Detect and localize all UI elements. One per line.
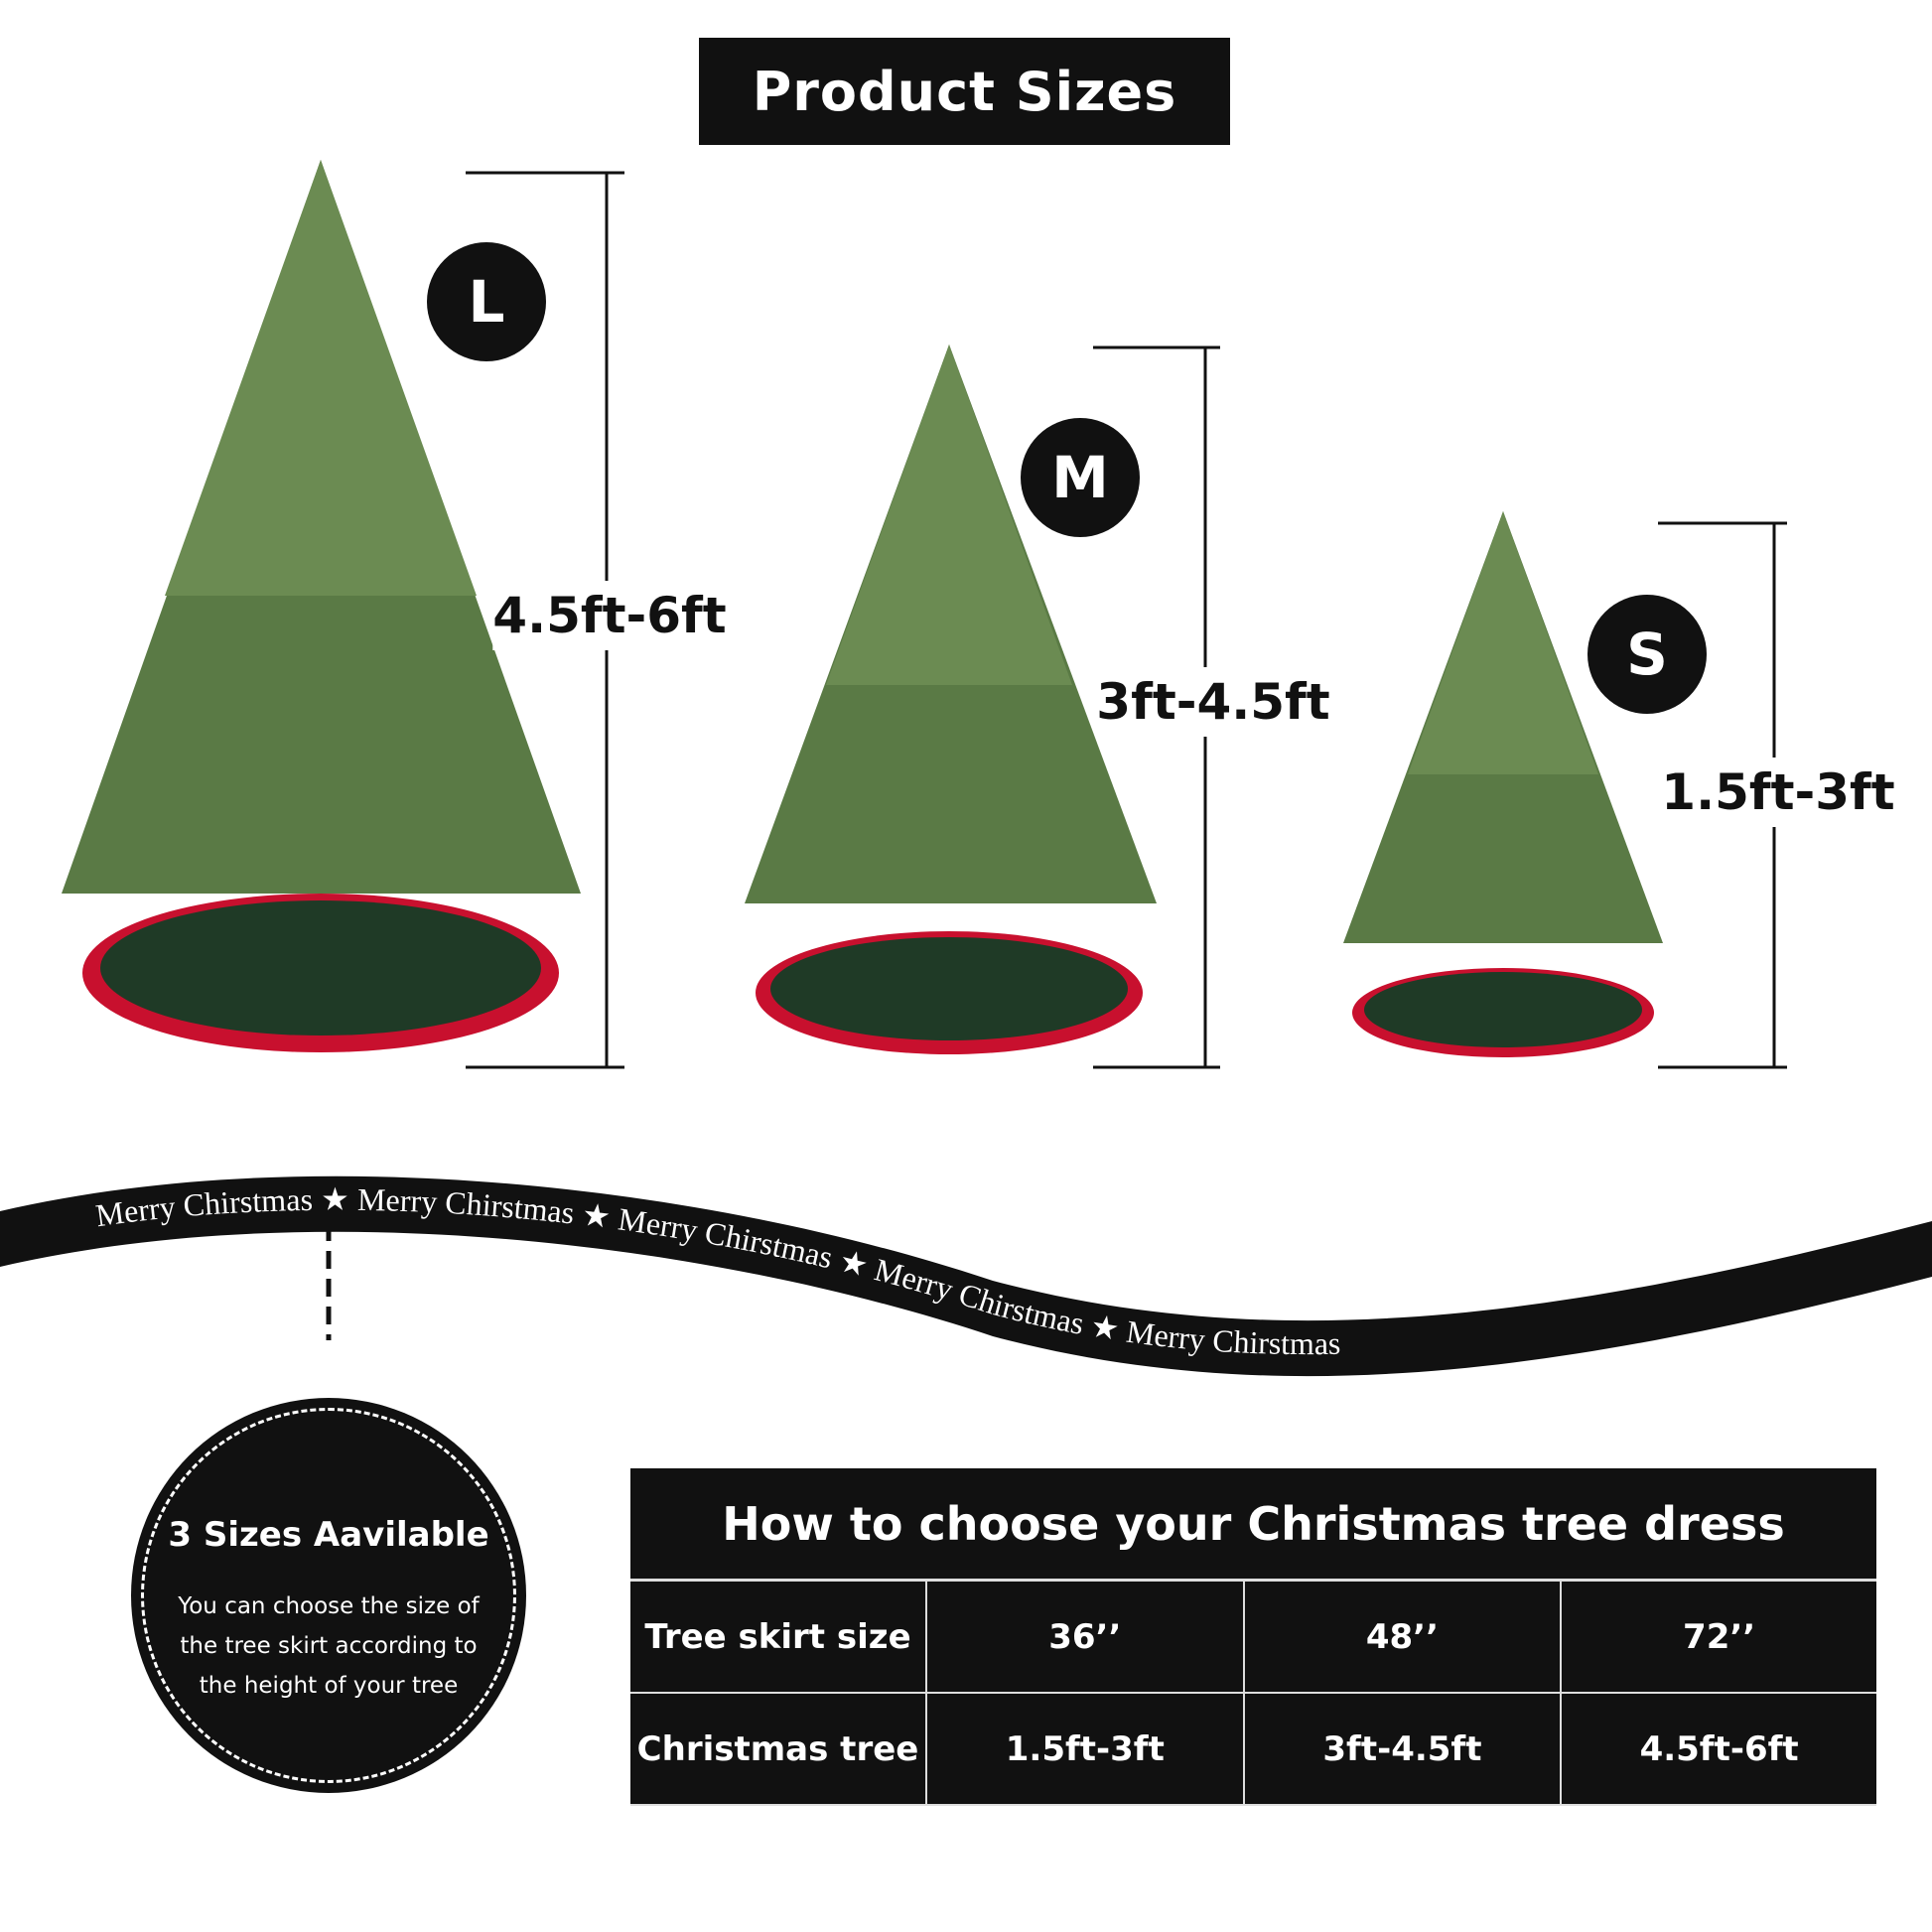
ribbon-text: Merry Chirstmas ★ Merry Chirstmas ★ Merr…: [93, 1181, 1340, 1361]
table-cell: 48’’: [1242, 1580, 1562, 1695]
sizes-available-text: You can choose the size of the tree skir…: [178, 1593, 480, 1699]
page-title: Product Sizes: [699, 38, 1230, 145]
height-label-s: 1.5ft-3ft: [1661, 758, 1895, 827]
sizes-available-badge: 3 Sizes Aavilable You can choose the siz…: [131, 1398, 526, 1793]
row-label: Christmas tree: [630, 1693, 926, 1806]
merry-christmas-ribbon: [0, 1175, 1932, 1377]
height-label-l: 4.5ft-6ft: [492, 581, 727, 650]
sizes-available-heading: 3 Sizes Aavilable: [168, 1515, 489, 1555]
tree-small: [1343, 511, 1663, 1057]
size-badge-m: M: [1021, 418, 1140, 537]
height-label-m: 3ft-4.5ft: [1096, 667, 1330, 737]
table-row: Christmas tree 1.5ft-3ft 3ft-4.5ft 4.5ft…: [630, 1693, 1876, 1806]
table-row: Tree skirt size 36’’ 48’’ 72’’: [630, 1580, 1876, 1695]
size-badge-s: S: [1587, 595, 1707, 714]
table-cell: 4.5ft-6ft: [1560, 1693, 1876, 1806]
tree-medium: [745, 345, 1157, 1054]
table-cell: 3ft-4.5ft: [1242, 1693, 1562, 1806]
table-title: How to choose your Christmas tree dress: [630, 1468, 1876, 1582]
dashed-border: [141, 1408, 516, 1783]
size-badge-l: L: [427, 242, 546, 361]
table-cell: 36’’: [925, 1580, 1244, 1695]
tree-large: [62, 160, 581, 1052]
row-label: Tree skirt size: [630, 1580, 926, 1695]
table-cell: 1.5ft-3ft: [925, 1693, 1244, 1806]
size-guide-table: How to choose your Christmas tree dress …: [630, 1468, 1876, 1806]
table-cell: 72’’: [1560, 1580, 1876, 1695]
